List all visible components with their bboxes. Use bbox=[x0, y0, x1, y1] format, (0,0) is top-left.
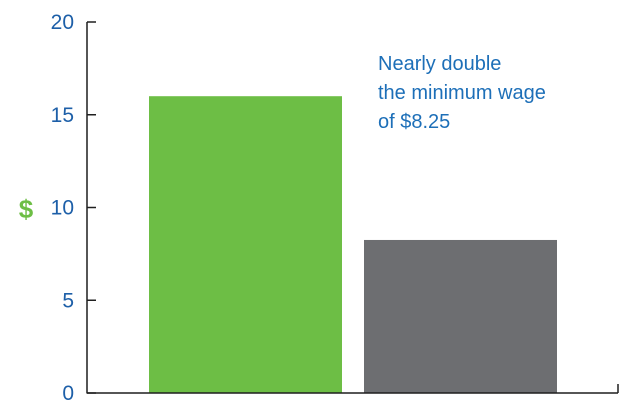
annotation-line: of $8.25 bbox=[378, 111, 450, 133]
y-axis-label: $ bbox=[19, 194, 34, 224]
bars-group bbox=[149, 96, 557, 393]
y-tick-label: 0 bbox=[62, 382, 74, 402]
y-tick-label: 10 bbox=[51, 197, 74, 220]
bar-2 bbox=[364, 239, 557, 393]
y-tick-label: 15 bbox=[51, 104, 74, 127]
y-ticks-group: 0 5 10 15 20 bbox=[51, 11, 96, 402]
annotation-line: Nearly double bbox=[378, 53, 501, 75]
annotation-line: the minimum wage bbox=[378, 82, 546, 104]
bar-1 bbox=[149, 96, 342, 393]
y-tick-label: 20 bbox=[51, 11, 74, 34]
annotation-text: Nearly double the minimum wage of $8.25 bbox=[378, 53, 546, 133]
y-tick-label: 5 bbox=[62, 289, 74, 312]
